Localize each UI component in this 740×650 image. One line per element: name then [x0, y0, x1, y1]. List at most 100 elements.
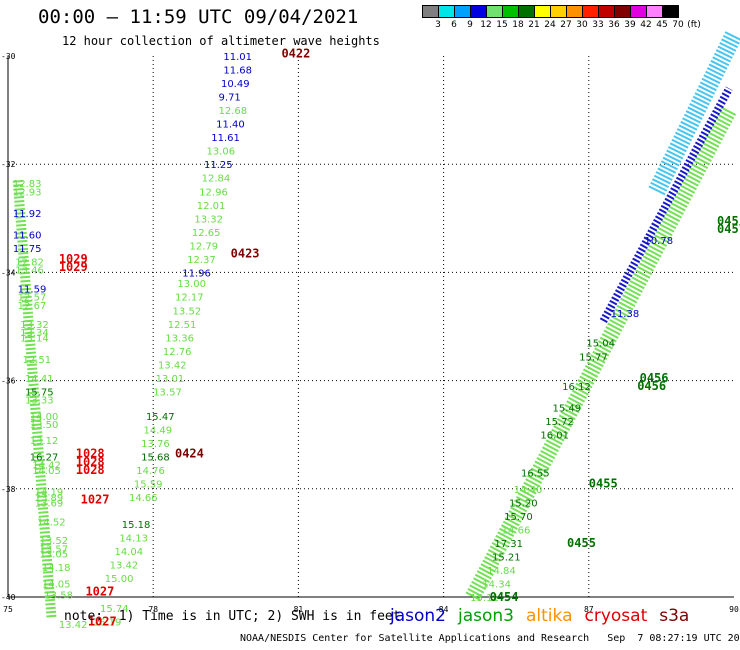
wave-height-value: 15.49 [553, 404, 582, 415]
wave-height-value: 14.18 [42, 563, 71, 574]
legend-label: 36 [608, 20, 620, 30]
legend-label: 45 [656, 20, 668, 30]
wave-height-value: 15.72 [545, 417, 574, 428]
wave-height-value: 12.83 [13, 179, 42, 190]
wave-height-value: 15.04 [586, 339, 615, 350]
wave-height-value: 14.19 [35, 488, 64, 499]
time-marker: 1027 [81, 493, 110, 507]
legend-label: 3 [435, 20, 441, 30]
x-tick-label: 87 [584, 605, 594, 614]
wave-height-value: 10.49 [221, 79, 250, 90]
wave-height-color-legend: 3 6 9 12 15 18 21 24 27 30 33 36 39 42 45 70 (ft) [422, 5, 701, 32]
wave-height-value: 13.50 [30, 420, 59, 431]
wave-height-value: 12.67 [18, 301, 47, 312]
wave-height-value: 14.76 [136, 466, 165, 477]
wave-height-value: 12.37 [187, 255, 216, 266]
wave-height-value: 15.47 [146, 412, 175, 423]
wave-height-value: 9.71 [219, 93, 241, 104]
wave-height-value: 13.76 [141, 439, 170, 450]
time-marker: 0457 [717, 222, 740, 236]
legend-label: 21 [528, 20, 540, 30]
legend-label: 39 [624, 20, 636, 30]
wave-height-value: 15.70 [504, 512, 533, 523]
satellite-legend-cryosat: cryosat [584, 606, 648, 626]
wave-height-value: 13.06 [206, 147, 235, 158]
wave-height-value: 13.52 [39, 536, 68, 547]
wave-height-value: 12.84 [202, 174, 231, 185]
x-tick-label: 78 [148, 605, 158, 614]
wave-height-value: 14.04 [114, 547, 143, 558]
wave-height-value: 11.68 [223, 66, 252, 77]
x-tick-label: 81 [294, 605, 304, 614]
wave-height-value: 13.34 [20, 328, 49, 339]
wave-height-value: 12.79 [190, 241, 219, 252]
x-tick-label: 90 [729, 605, 739, 614]
footer-credit: NOAA/NESDIS Center for Satellite Applica… [240, 633, 740, 644]
time-marker: 0454 [490, 590, 519, 604]
wave-height-value: 10.78 [644, 236, 673, 247]
legend-label: 15 [496, 20, 508, 30]
wave-height-value: 11.40 [216, 120, 245, 131]
wave-height-value: 13.57 [39, 544, 68, 555]
x-tick-label: 75 [3, 605, 13, 614]
time-marker: 1028 [76, 463, 105, 477]
map-subtitle: 12 hour collection of altimeter wave hei… [62, 34, 380, 48]
wave-height-value: 14.84 [487, 566, 516, 577]
wave-height-value: 13.42 [59, 620, 88, 631]
wave-height-value: 15.75 [25, 387, 54, 398]
y-tick-label: -32 [1, 160, 16, 169]
time-marker: 1029 [59, 260, 88, 274]
wave-height-value: 11.75 [13, 244, 42, 255]
wave-height-value: 13.69 [35, 498, 64, 509]
time-marker: 0423 [231, 246, 260, 260]
wave-height-value: 15.18 [122, 520, 151, 531]
wave-height-value: 17.31 [494, 539, 523, 550]
time-marker: 0422 [281, 46, 310, 60]
wave-height-value: 13.01 [156, 374, 185, 385]
wave-height-value: 14.34 [482, 579, 511, 590]
time-marker: 1028 [76, 455, 105, 469]
wave-height-value: 14.41 [25, 374, 54, 385]
legend-label: 30 [576, 20, 588, 30]
wave-height-value: 15.59 [134, 479, 163, 490]
y-tick-label: -36 [1, 377, 16, 386]
legend-label: 9 [467, 20, 473, 30]
wave-height-value: 12.51 [23, 355, 52, 366]
wave-height-value: 12.76 [163, 347, 192, 358]
wave-height-value: 14.42 [32, 460, 61, 471]
legend-label-row: 3 6 9 12 15 18 21 24 27 30 33 36 39 42 45 70 (ft) [422, 20, 701, 32]
wave-height-value: 11.38 [611, 309, 640, 320]
wave-height-value: 12.93 [13, 187, 42, 198]
time-marker: 0455 [567, 536, 596, 550]
wave-height-value: 14.05 [32, 466, 61, 477]
wave-height-value: 15.74 [100, 604, 129, 615]
wave-height-value: 13.42 [110, 561, 139, 572]
wave-height-value: 13.42 [158, 360, 187, 371]
legend-label: 12 [480, 20, 492, 30]
wave-height-value: 14.49 [144, 425, 173, 436]
legend-label: 18 [512, 20, 524, 30]
time-marker: 0456 [640, 371, 669, 385]
wave-height-value: 15.11 [470, 593, 499, 604]
time-marker: 1028 [76, 447, 105, 461]
wave-height-value: 11.96 [182, 268, 211, 279]
wave-height-value: 14.13 [119, 533, 148, 544]
legend-label: 24 [544, 20, 556, 30]
legend-swatch-row [422, 5, 679, 18]
time-marker: 0455 [589, 476, 618, 490]
wave-height-value: 13.57 [153, 387, 182, 398]
wave-height-value: 16.55 [521, 469, 550, 480]
wave-height-value: 12.17 [175, 293, 204, 304]
satellite-legend-altika: altika [526, 606, 573, 626]
time-marker: 045 [717, 214, 739, 228]
map-grid [7, 56, 734, 598]
wave-height-value: 13.46 [15, 266, 44, 277]
wave-height-value: 11.60 [13, 231, 42, 242]
legend-label: 33 [592, 20, 604, 30]
wave-height-value: 13.89 [35, 493, 64, 504]
wave-height-value: 12.65 [192, 228, 221, 239]
wave-height-value: 15.68 [141, 452, 170, 463]
notes-line: note: 1) Time is in UTC; 2) SWH is in fe… [64, 609, 401, 624]
wave-height-value: 12.68 [219, 106, 248, 117]
